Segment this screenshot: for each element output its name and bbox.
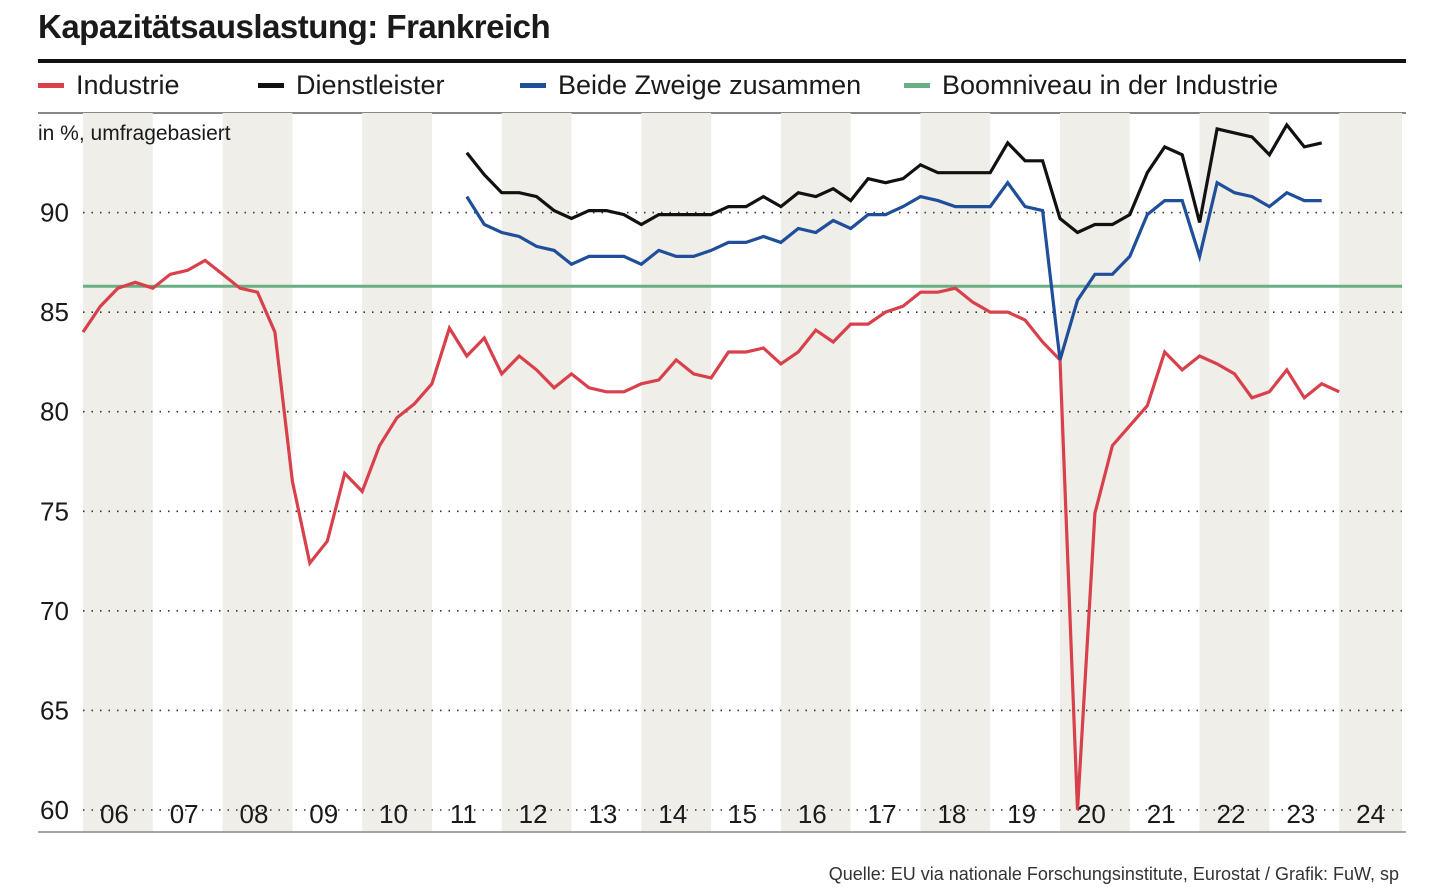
year-band-2024 xyxy=(1339,113,1402,832)
year-band-2008 xyxy=(222,113,293,832)
x-axis-ticks: 06 07 08 09 10 11 12 13 14 15 16 17 18 19 20 21 22 23 24 xyxy=(100,799,1385,829)
y-tick-label-85: 85 xyxy=(40,297,69,327)
x-tick-label-11: 11 xyxy=(450,799,477,829)
x-tick-label-12: 12 xyxy=(519,799,548,829)
legend-item-dienstleister[interactable]: Dienstleister xyxy=(258,70,445,101)
x-tick-label-24: 24 xyxy=(1356,799,1385,829)
x-tick-label-23: 23 xyxy=(1286,799,1315,829)
legend-item-beide[interactable]: Beide Zweige zusammen xyxy=(520,70,861,101)
x-tick-label-08: 08 xyxy=(240,799,269,829)
legend-item-industrie[interactable]: Industrie xyxy=(38,70,180,101)
legend-swatch-beide xyxy=(520,83,546,88)
x-tick-label-17: 17 xyxy=(868,799,897,829)
x-tick-label-14: 14 xyxy=(658,799,687,829)
series-line-dienstleister xyxy=(465,122,1323,235)
x-tick-label-09: 09 xyxy=(309,799,338,829)
legend-swatch-dienstleister xyxy=(258,83,284,88)
x-tick-label-16: 16 xyxy=(798,799,827,829)
legend: Industrie Dienstleister Beide Zweige zus… xyxy=(38,70,1406,110)
year-band-2016 xyxy=(780,113,851,832)
year-band-2014 xyxy=(641,113,712,832)
series-line-industrie xyxy=(81,258,1340,811)
chart-subtitle: in %, umfragebasiert xyxy=(38,122,231,145)
x-tick-label-20: 20 xyxy=(1077,799,1106,829)
year-bands xyxy=(83,113,1402,832)
year-band-2020 xyxy=(1060,113,1130,832)
year-band-2012 xyxy=(501,113,572,832)
year-band-2022 xyxy=(1199,113,1270,832)
series-line-beide xyxy=(465,179,1322,361)
x-tick-label-18: 18 xyxy=(937,799,966,829)
x-tick-label-06: 06 xyxy=(100,799,129,829)
y-tick-label-75: 75 xyxy=(40,496,69,526)
legend-divider xyxy=(38,112,1406,114)
x-tick-label-13: 13 xyxy=(588,799,617,829)
legend-item-boom[interactable]: Boomniveau in der Industrie xyxy=(904,70,1278,101)
source-note: Quelle: EU via nationale Forschungsinsti… xyxy=(828,864,1399,884)
legend-label-beide: Beide Zweige zusammen xyxy=(558,70,862,100)
x-tick-label-10: 10 xyxy=(379,799,408,829)
legend-label-industrie: Industrie xyxy=(76,70,180,100)
legend-label-dienstleister: Dienstleister xyxy=(296,70,445,100)
legend-label-boom: Boomniveau in der Industrie xyxy=(942,70,1279,100)
legend-swatch-industrie xyxy=(38,83,64,88)
x-tick-label-21: 21 xyxy=(1147,799,1176,829)
y-tick-label-60: 60 xyxy=(40,795,69,825)
y-tick-label-65: 65 xyxy=(40,695,69,725)
series-lines xyxy=(81,122,1340,811)
x-tick-label-15: 15 xyxy=(728,799,757,829)
legend-swatch-boom xyxy=(904,83,930,88)
x-tick-label-22: 22 xyxy=(1217,799,1246,829)
y-tick-label-90: 90 xyxy=(40,198,69,228)
title-divider xyxy=(38,59,1406,63)
y-axis-ticks: 60 65 70 75 80 85 90 xyxy=(40,198,69,825)
year-band-2018 xyxy=(920,113,991,832)
y-tick-label-80: 80 xyxy=(40,397,69,427)
chart-title: Kapazitätsauslastung: Frankreich xyxy=(38,8,551,45)
y-tick-label-70: 70 xyxy=(40,596,69,626)
year-band-2010 xyxy=(362,113,432,832)
x-tick-label-07: 07 xyxy=(170,799,199,829)
x-tick-label-19: 19 xyxy=(1007,799,1036,829)
year-band-2006 xyxy=(83,113,153,832)
